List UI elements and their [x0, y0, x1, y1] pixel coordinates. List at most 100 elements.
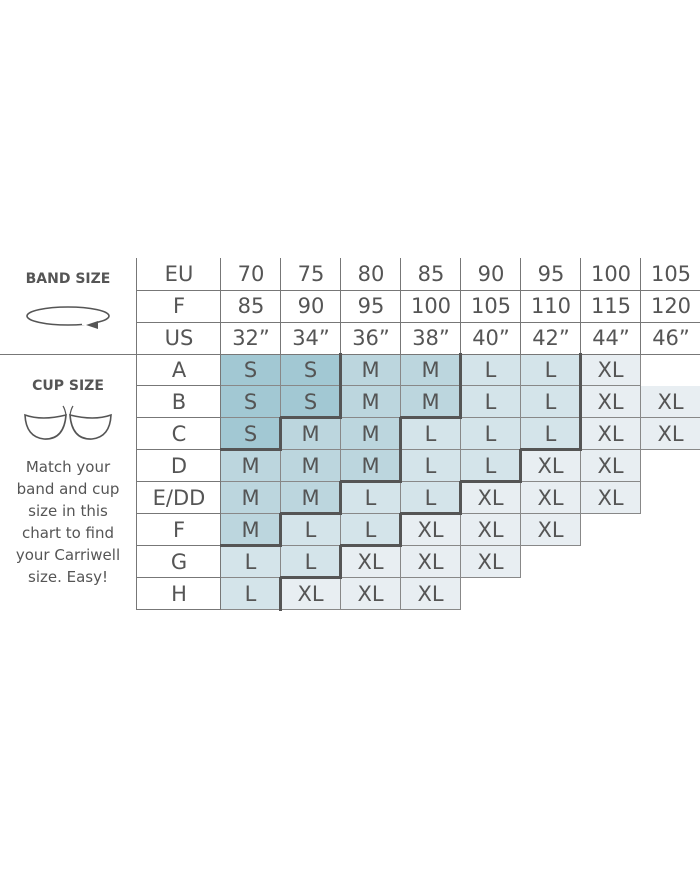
- size-zone-border: [459, 481, 462, 515]
- size-cell-l: L: [341, 482, 401, 514]
- band-size-value: 75: [297, 262, 325, 286]
- grid-line: [136, 258, 137, 610]
- grid-line: [137, 322, 700, 323]
- size-cell-l: L: [461, 386, 521, 418]
- size-zone-border: [339, 353, 342, 387]
- size-zone-border: [399, 513, 402, 547]
- size-cell-l: L: [401, 482, 461, 514]
- size-cell-m: M: [341, 450, 401, 482]
- size-cell-l: L: [281, 514, 341, 546]
- size-zone-border: [279, 513, 282, 547]
- size-zone-border: [399, 449, 402, 483]
- band-size-value: 36”: [352, 326, 390, 350]
- size-zone-border: [520, 448, 582, 451]
- grid-line: [137, 354, 700, 355]
- cup-row-label: A: [171, 358, 187, 382]
- band-size-value: 34”: [292, 326, 330, 350]
- size-zone-border: [280, 512, 342, 515]
- size-zone-border: [340, 480, 402, 483]
- size-cell-xl: XL: [461, 482, 521, 514]
- band-size-value: 95: [357, 294, 385, 318]
- size-zone-border: [579, 353, 582, 387]
- size-cell-xl: XL: [341, 546, 401, 578]
- instruction-line: your Carriwell: [15, 546, 121, 564]
- size-cell-xl: XL: [401, 546, 461, 578]
- size-zone-border: [579, 385, 582, 419]
- size-cell-l: L: [341, 514, 401, 546]
- size-cell-xl: XL: [281, 578, 341, 610]
- size-cell-l: L: [521, 418, 581, 450]
- band-loop-arrow-icon: [26, 306, 110, 329]
- grid-line: [220, 354, 221, 610]
- band-size-value: 110: [530, 294, 572, 318]
- size-zone-border: [460, 480, 522, 483]
- size-zone-border: [279, 577, 282, 611]
- size-cell-l: L: [521, 354, 581, 386]
- size-cell-xl: XL: [581, 450, 641, 482]
- size-zone-border: [399, 417, 402, 451]
- size-cell-xl: XL: [521, 482, 581, 514]
- size-zone-border: [280, 576, 342, 579]
- size-cell-m: M: [341, 418, 401, 450]
- size-cell-xl: XL: [581, 482, 641, 514]
- size-cell-l: L: [281, 546, 341, 578]
- grid-line: [280, 258, 281, 354]
- size-cell-xl: XL: [461, 546, 521, 578]
- size-zone-border: [579, 417, 582, 451]
- cup-row-label: F: [172, 518, 186, 542]
- size-cell-xl: XL: [401, 578, 461, 610]
- grid-line: [340, 258, 341, 354]
- band-size-value: 85: [417, 262, 445, 286]
- size-cell-xl: XL: [581, 354, 641, 386]
- band-size-value: 85: [237, 294, 265, 318]
- cup-row-label: D: [170, 454, 188, 478]
- size-zone-border: [280, 416, 342, 419]
- band-size-value: 90: [297, 294, 325, 318]
- size-cell-xl: XL: [401, 514, 461, 546]
- grid-line: [520, 258, 521, 354]
- band-size-value: 40”: [472, 326, 510, 350]
- band-size-title: BAND SIZE: [25, 271, 111, 287]
- size-cell-l: L: [461, 354, 521, 386]
- size-zone-border: [459, 385, 462, 419]
- size-cell-xl: XL: [641, 386, 700, 418]
- size-cell-m: M: [281, 418, 341, 450]
- grid-line: [460, 258, 461, 354]
- band-size-value: 105: [650, 262, 692, 286]
- grid-line: [137, 385, 221, 386]
- size-zone-border: [339, 385, 342, 419]
- band-size-value: 80: [357, 262, 385, 286]
- band-size-value: 38”: [412, 326, 450, 350]
- size-zone-border: [459, 353, 462, 387]
- band-row-label: EU: [164, 262, 194, 286]
- size-cell-s: S: [281, 354, 341, 386]
- size-zone-border: [339, 545, 342, 579]
- size-cell-l: L: [521, 386, 581, 418]
- bra-cups-icon: [24, 405, 112, 440]
- size-zone-border: [519, 449, 522, 483]
- grid-line: [137, 290, 700, 291]
- size-cell-m: M: [221, 450, 281, 482]
- grid-line: [137, 577, 221, 578]
- size-cell-xl: XL: [461, 514, 521, 546]
- size-cell-m: M: [221, 482, 281, 514]
- size-cell-l: L: [221, 546, 281, 578]
- size-cell-xl: XL: [581, 418, 641, 450]
- size-cell-m: M: [341, 354, 401, 386]
- size-cell-l: L: [221, 578, 281, 610]
- size-cell-m: M: [281, 450, 341, 482]
- grid-line: [137, 417, 221, 418]
- band-size-value: 100: [590, 262, 632, 286]
- size-cell-xl: XL: [581, 386, 641, 418]
- size-cell-m: M: [221, 514, 281, 546]
- cup-row-label: E/DD: [152, 486, 206, 510]
- band-row-label: F: [172, 294, 186, 318]
- size-cell-l: L: [461, 450, 521, 482]
- size-zone-border: [220, 544, 282, 547]
- grid-line: [137, 609, 221, 610]
- size-cell-xl: XL: [521, 514, 581, 546]
- size-zone-border: [400, 512, 462, 515]
- cup-row-label: G: [170, 550, 188, 574]
- size-cell-m: M: [281, 482, 341, 514]
- grid-line: [137, 513, 221, 514]
